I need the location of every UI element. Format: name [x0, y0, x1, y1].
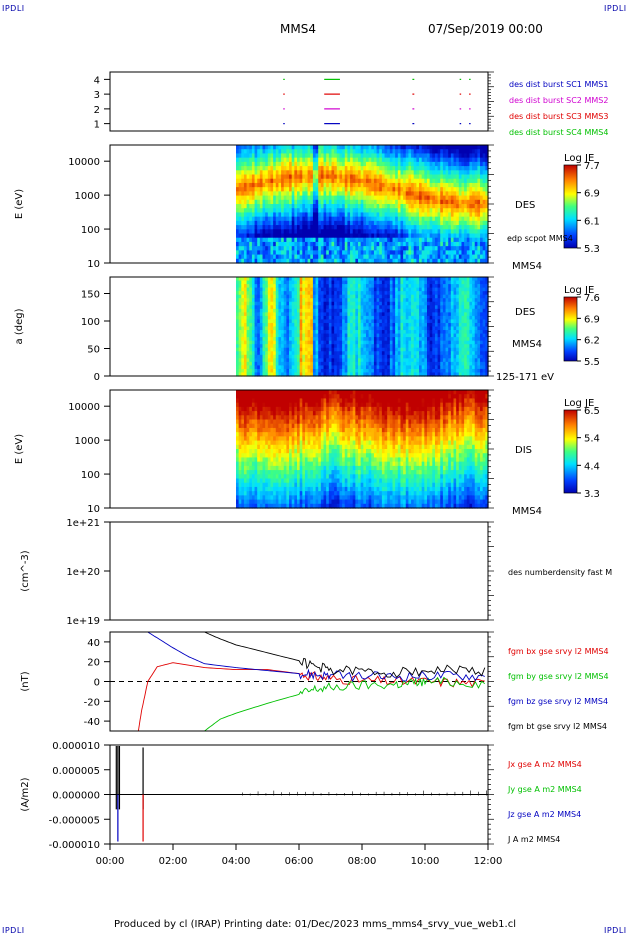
- summary-plot: 00:00 02:00 04:00 06:00 08:00 10:00 12:001234 d…: [0, 0, 630, 934]
